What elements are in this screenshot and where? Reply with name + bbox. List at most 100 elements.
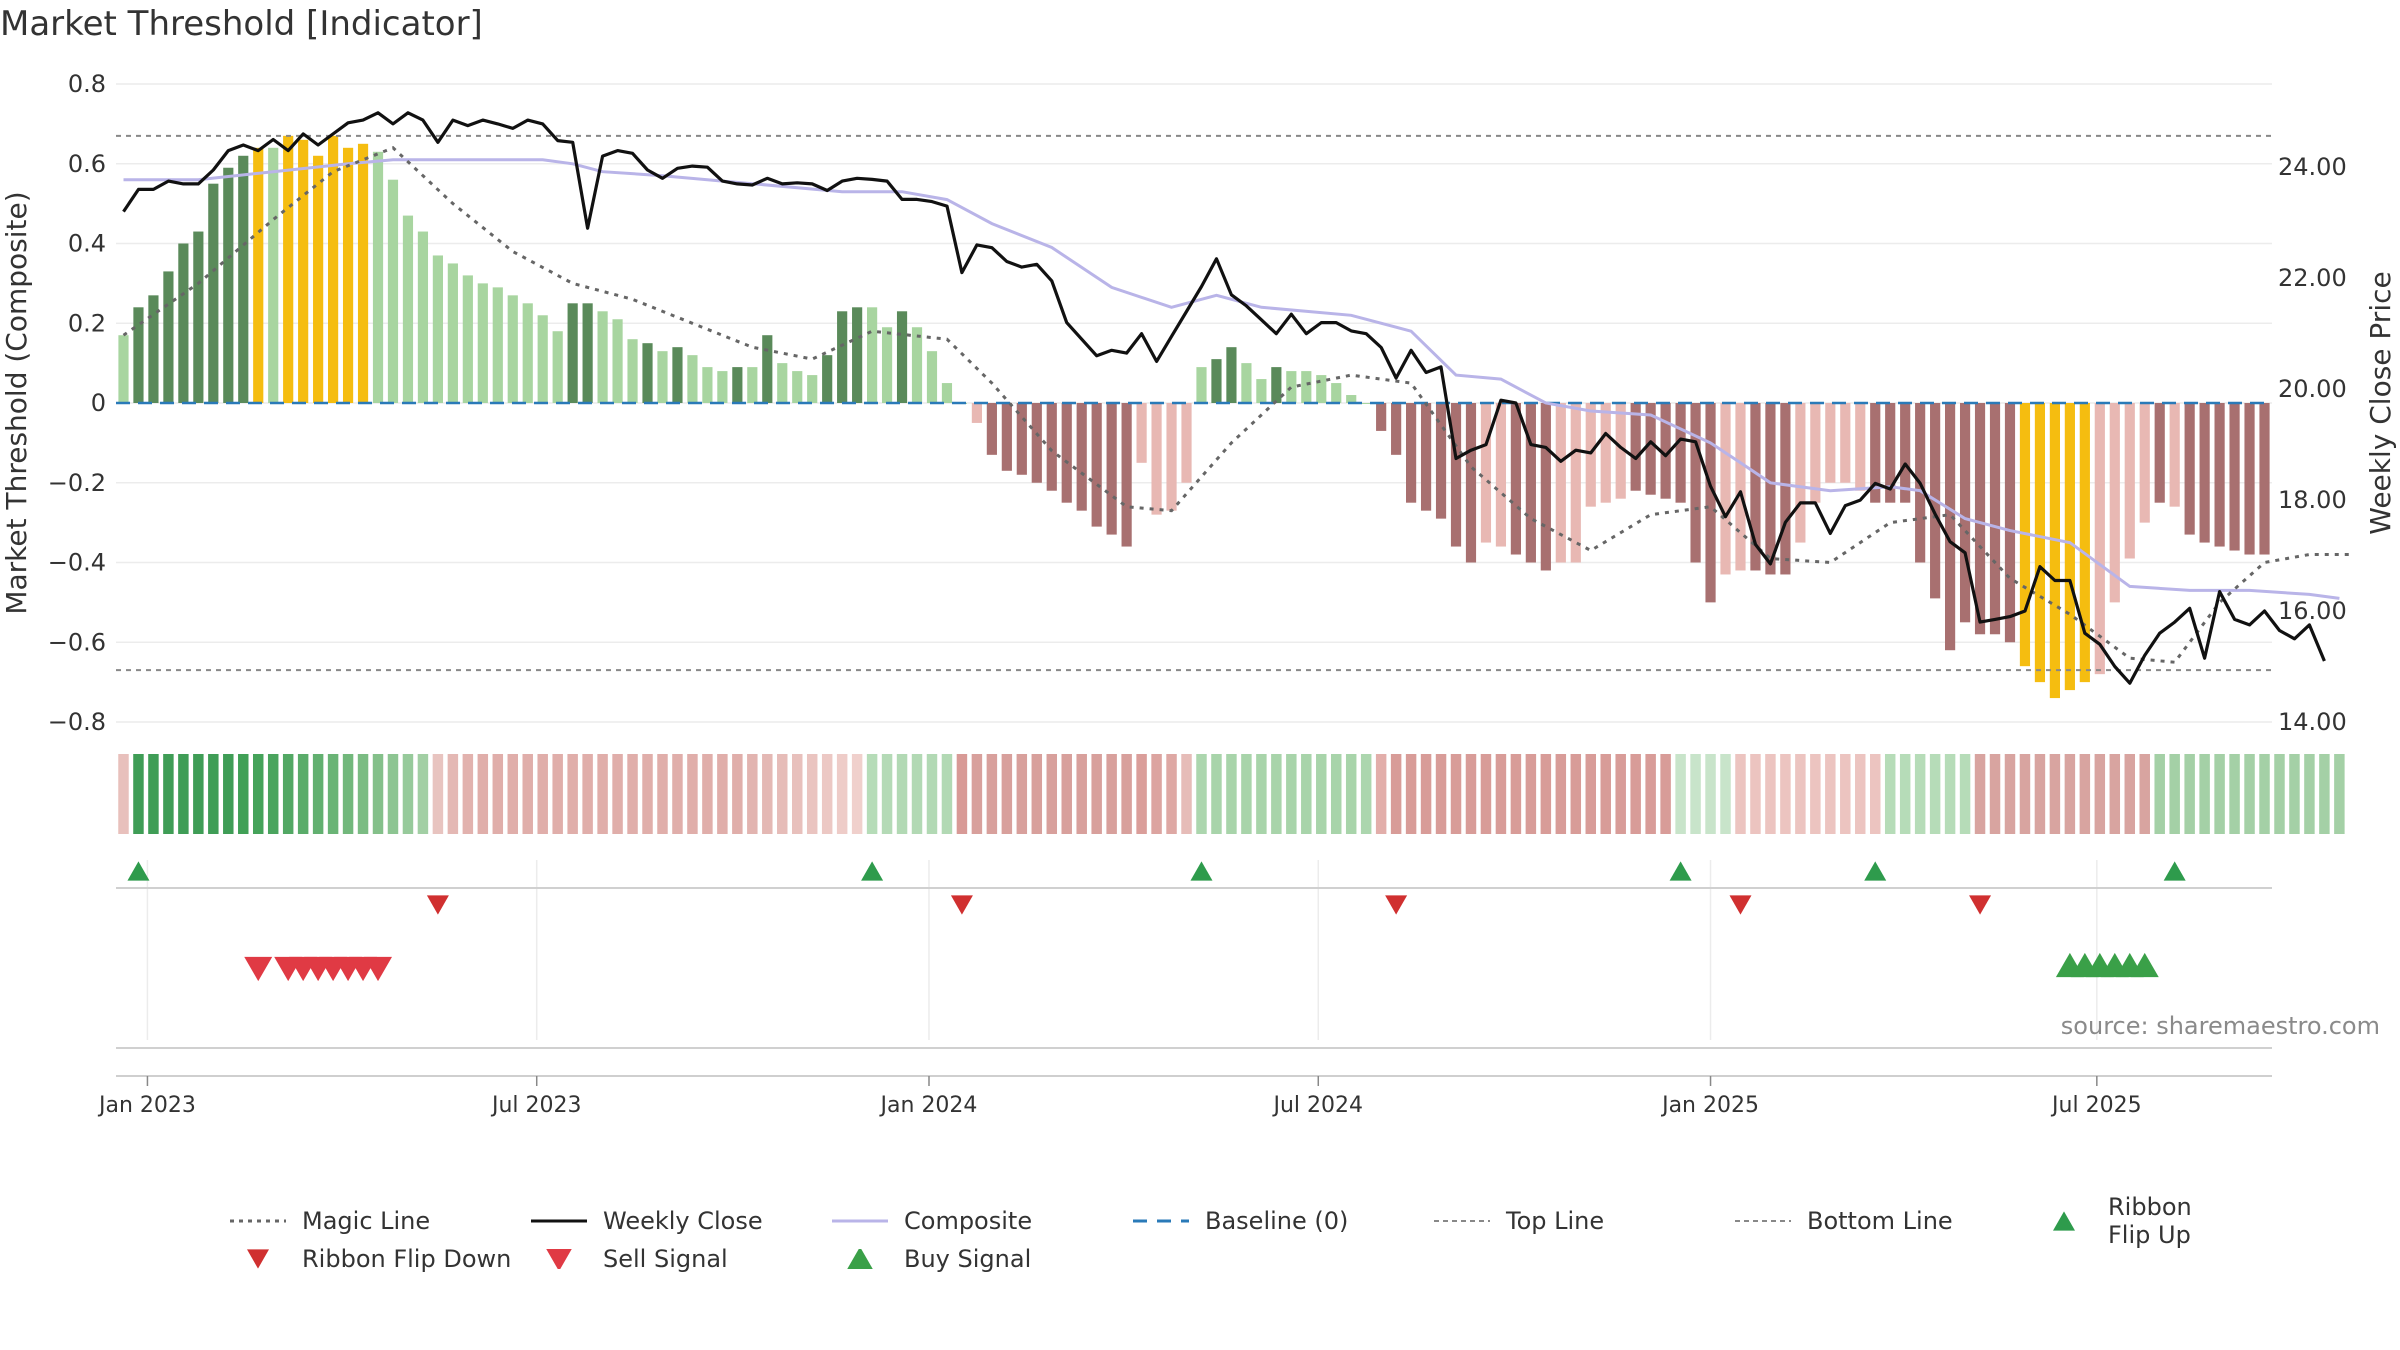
threshold-bar bbox=[2094, 403, 2105, 675]
threshold-bar bbox=[1840, 403, 1851, 483]
threshold-bar bbox=[597, 311, 608, 403]
threshold-bar bbox=[1495, 403, 1507, 547]
ribbon-cell bbox=[1899, 754, 1911, 834]
threshold-bar bbox=[537, 315, 548, 403]
threshold-bar bbox=[2229, 403, 2240, 551]
threshold-bar bbox=[1301, 371, 1312, 403]
threshold-bar bbox=[1720, 403, 1731, 575]
threshold-bar bbox=[372, 151, 384, 403]
ribbon-flip-up-marker bbox=[1190, 861, 1213, 881]
legend-item-magic-line: Magic Line bbox=[228, 1207, 529, 1235]
ribbon-cell bbox=[1884, 754, 1896, 834]
y-tick-label-right: 20.00 bbox=[2278, 375, 2347, 403]
threshold-bar bbox=[1406, 403, 1417, 503]
threshold-bar bbox=[1735, 403, 1746, 571]
ribbon-cell bbox=[1660, 754, 1671, 834]
ribbon-cell bbox=[702, 754, 713, 834]
threshold-bar bbox=[1525, 403, 1536, 563]
ribbon-cell bbox=[1046, 754, 1058, 834]
threshold-bar bbox=[552, 331, 563, 403]
ribbon-cell bbox=[1735, 754, 1746, 834]
threshold-bar bbox=[1510, 403, 1521, 555]
legend-swatch bbox=[1434, 1220, 1490, 1222]
threshold-bar bbox=[1376, 403, 1387, 431]
legend-label: Ribbon Flip Up bbox=[2108, 1193, 2192, 1249]
legend-swatch bbox=[832, 1219, 888, 1223]
ribbon-cell bbox=[1001, 754, 1013, 834]
ribbon-cell bbox=[2019, 754, 2031, 834]
threshold-bar bbox=[507, 295, 518, 403]
ribbon-cell bbox=[208, 754, 219, 834]
threshold-bar bbox=[1256, 379, 1267, 403]
ribbon-cell bbox=[1016, 754, 1028, 834]
legend-item-weekly-close: Weekly Close bbox=[529, 1207, 830, 1235]
threshold-bar bbox=[1211, 359, 1222, 403]
threshold-bar bbox=[1391, 403, 1402, 455]
threshold-bar bbox=[1196, 367, 1207, 403]
threshold-bar bbox=[971, 403, 982, 423]
legend-item-ribbon-flip-down: Ribbon Flip Down bbox=[228, 1245, 529, 1273]
threshold-bar bbox=[1615, 403, 1626, 499]
legend-row-2: Ribbon Flip Down Sell Signal Buy Signal bbox=[228, 1240, 2388, 1278]
ribbon-cell bbox=[627, 754, 638, 834]
y-tick-label-left: 0.6 bbox=[68, 150, 106, 178]
threshold-bar bbox=[881, 327, 893, 403]
ribbon-cell bbox=[1720, 754, 1731, 834]
ribbon-cell bbox=[1390, 754, 1402, 834]
threshold-bar bbox=[582, 303, 593, 403]
ribbon-cell bbox=[2124, 754, 2136, 834]
ribbon-cell bbox=[2274, 754, 2285, 834]
threshold-bar bbox=[1855, 403, 1866, 491]
y-tick-label-left: −0.4 bbox=[48, 549, 106, 577]
y-tick-label-left: −0.6 bbox=[48, 628, 106, 656]
threshold-bar bbox=[567, 303, 578, 403]
ribbon-cell bbox=[986, 754, 998, 834]
series-lines bbox=[116, 111, 2355, 685]
threshold-bar bbox=[687, 355, 698, 403]
threshold-bar bbox=[1630, 403, 1641, 491]
ribbon-cell bbox=[567, 754, 578, 834]
threshold-bar bbox=[1016, 403, 1027, 475]
ribbon-cell bbox=[402, 754, 414, 834]
ribbon-cell bbox=[2214, 754, 2225, 834]
ribbon-cell bbox=[836, 754, 848, 834]
ribbon-flip-down-marker bbox=[950, 895, 973, 915]
threshold-bar bbox=[387, 179, 399, 403]
ribbon-cell bbox=[223, 754, 234, 834]
x-tick-label: Jan 2025 bbox=[1660, 1093, 1759, 1118]
triangle-up-icon bbox=[2053, 1211, 2075, 1231]
ribbon-cell bbox=[657, 754, 668, 834]
threshold-bar bbox=[357, 143, 369, 403]
threshold-bar bbox=[447, 263, 458, 403]
threshold-bar bbox=[2139, 403, 2150, 523]
threshold-bar bbox=[941, 383, 953, 403]
threshold-bar bbox=[223, 167, 234, 403]
threshold-bar bbox=[1271, 367, 1282, 403]
sell-signal-marker bbox=[244, 956, 273, 982]
ribbon-cell bbox=[2319, 754, 2330, 834]
ribbon-cell bbox=[1690, 754, 1701, 834]
legend-swatch bbox=[531, 1219, 587, 1223]
ribbon-cell bbox=[1211, 754, 1222, 834]
ribbon-cell bbox=[2289, 754, 2300, 834]
ribbon-cell bbox=[193, 754, 204, 834]
ribbon-cell bbox=[851, 754, 863, 834]
threshold-bar bbox=[777, 363, 788, 403]
legend-item-sell-signal: Sell Signal bbox=[529, 1245, 830, 1273]
chart-title: Market Threshold [Indicator] bbox=[0, 4, 483, 44]
y-tick-label-right: 14.00 bbox=[2278, 708, 2347, 736]
ribbon-cell bbox=[821, 754, 833, 834]
ribbon-cell bbox=[1645, 754, 1656, 834]
ribbon-cell bbox=[1360, 754, 1372, 834]
legend-item-top-line: Top Line bbox=[1432, 1207, 1733, 1235]
ribbon-flip-up-marker bbox=[1864, 861, 1887, 881]
ribbon-cell bbox=[1840, 754, 1851, 834]
ribbon-cell bbox=[2064, 754, 2076, 834]
legend-label: Ribbon Flip Down bbox=[302, 1245, 512, 1273]
threshold-bar bbox=[148, 295, 159, 403]
threshold-bar bbox=[747, 367, 758, 403]
ribbon-cell bbox=[1151, 754, 1162, 834]
ribbon-cell bbox=[1959, 754, 1971, 834]
triangle-down-icon bbox=[247, 1249, 269, 1269]
x-tick-label: Jan 2024 bbox=[879, 1093, 978, 1118]
